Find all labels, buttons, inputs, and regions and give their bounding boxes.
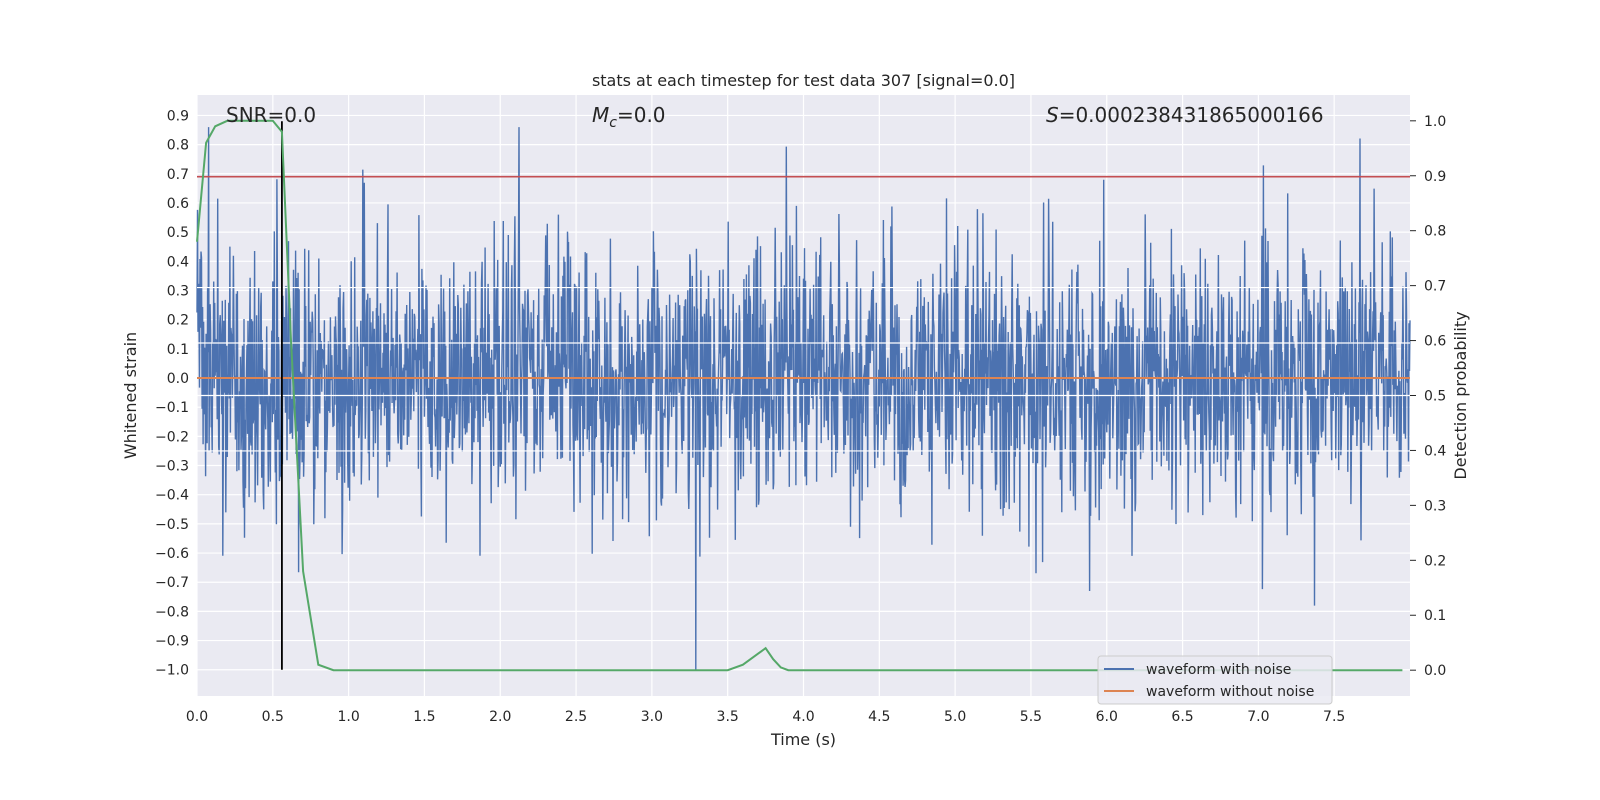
detection-probability-line [196, 119, 1403, 672]
y-tick-label: −0.1 [155, 400, 189, 416]
y2-tick-label: 0.7 [1424, 279, 1446, 295]
y-tick-label: −0.5 [155, 517, 189, 533]
x-tick-label: 4.5 [868, 709, 890, 725]
y2-tick-label: 0.2 [1424, 553, 1446, 569]
s-annotation: S=0.000238431865000166 [1046, 103, 1324, 127]
x-tick-label: 5.5 [1020, 709, 1042, 725]
y-tick-label: −0.7 [155, 575, 189, 591]
y2-tick-label: 0.5 [1424, 389, 1446, 405]
x-axis-label: Time (s) [770, 730, 836, 749]
y2-axis-label: Detection probability [1451, 311, 1470, 479]
x-tick-label: 3.5 [717, 709, 739, 725]
y-tick-label: 0.7 [167, 167, 189, 183]
snr-annotation: SNR=0.0 [226, 103, 316, 127]
y-tick-label: −0.4 [155, 488, 189, 504]
legend-label-clean: waveform without noise [1146, 684, 1314, 700]
chirp-mass-annotation: Mc=0.0 [592, 103, 666, 131]
x-tick-label: 7.5 [1323, 709, 1345, 725]
y2-tick-label: 1.0 [1424, 114, 1446, 130]
y-tick-label: 0.8 [167, 138, 189, 154]
x-tick-label: 0.5 [262, 709, 284, 725]
y2-tick-label: 0.8 [1424, 224, 1446, 240]
y-axis-label: Whitened strain [121, 332, 140, 459]
y2-tick-label: 0.9 [1424, 169, 1446, 185]
y2-tick-label: 0.4 [1424, 443, 1446, 459]
y-tick-label: −0.9 [155, 634, 189, 650]
y-tick-label: 0.0 [167, 371, 189, 387]
y-tick-label: −0.3 [155, 459, 189, 475]
y2-tick-label: 0.1 [1424, 608, 1446, 624]
x-tick-label: 1.0 [337, 709, 359, 725]
y-tick-label: 0.2 [167, 313, 189, 329]
x-tick-label: 1.5 [413, 709, 435, 725]
s-symbol: S [1046, 103, 1059, 127]
x-tick-label: 2.5 [565, 709, 587, 725]
x-tick-label: 0.0 [186, 709, 208, 725]
x-tick-label: 7.0 [1247, 709, 1269, 725]
x-tick-label: 2.0 [489, 709, 511, 725]
waveform-with-noise-trace [196, 127, 1411, 670]
series-waveform-with-noise [196, 127, 1411, 670]
legend: waveform with noise waveform without noi… [1097, 655, 1333, 705]
y-tick-label: −0.2 [155, 429, 189, 445]
mc-subscript: c [609, 115, 617, 131]
chart-title: stats at each timestep for test data 307… [592, 71, 1015, 90]
mc-symbol: M [592, 103, 609, 127]
y2-tick-label: 0.0 [1424, 663, 1446, 679]
legend-box [1097, 655, 1333, 705]
y-tick-label: 0.3 [167, 283, 189, 299]
legend-label-noise: waveform with noise [1146, 662, 1291, 678]
y-tick-label: 0.6 [167, 196, 189, 212]
y-tick-label: 0.9 [167, 108, 189, 124]
y-tick-label: 0.5 [167, 225, 189, 241]
y-tick-label: −1.0 [155, 663, 189, 679]
x-tick-label: 6.5 [1171, 709, 1193, 725]
y-tick-label: −0.8 [155, 604, 189, 620]
x-tick-label: 6.0 [1096, 709, 1118, 725]
axes: 0.0 0.5 1.0 1.5 2.0 2.5 3.0 3.5 4.0 4.5 5.0 5.5 6.0 6… [155, 108, 1446, 725]
y2-tick-label: 0.6 [1424, 334, 1446, 350]
s-value: =0.000238431865000166 [1059, 103, 1324, 127]
x-tick-label: 4.0 [792, 709, 814, 725]
y2-tick-label: 0.3 [1424, 498, 1446, 514]
mc-value: =0.0 [617, 103, 666, 127]
y-tick-label: −0.6 [155, 546, 189, 562]
y-tick-label: 0.4 [167, 254, 189, 270]
y-tick-label: 0.1 [167, 342, 189, 358]
series-lines [196, 119, 1410, 672]
x-tick-label: 5.0 [944, 709, 966, 725]
x-tick-label: 3.0 [641, 709, 663, 725]
